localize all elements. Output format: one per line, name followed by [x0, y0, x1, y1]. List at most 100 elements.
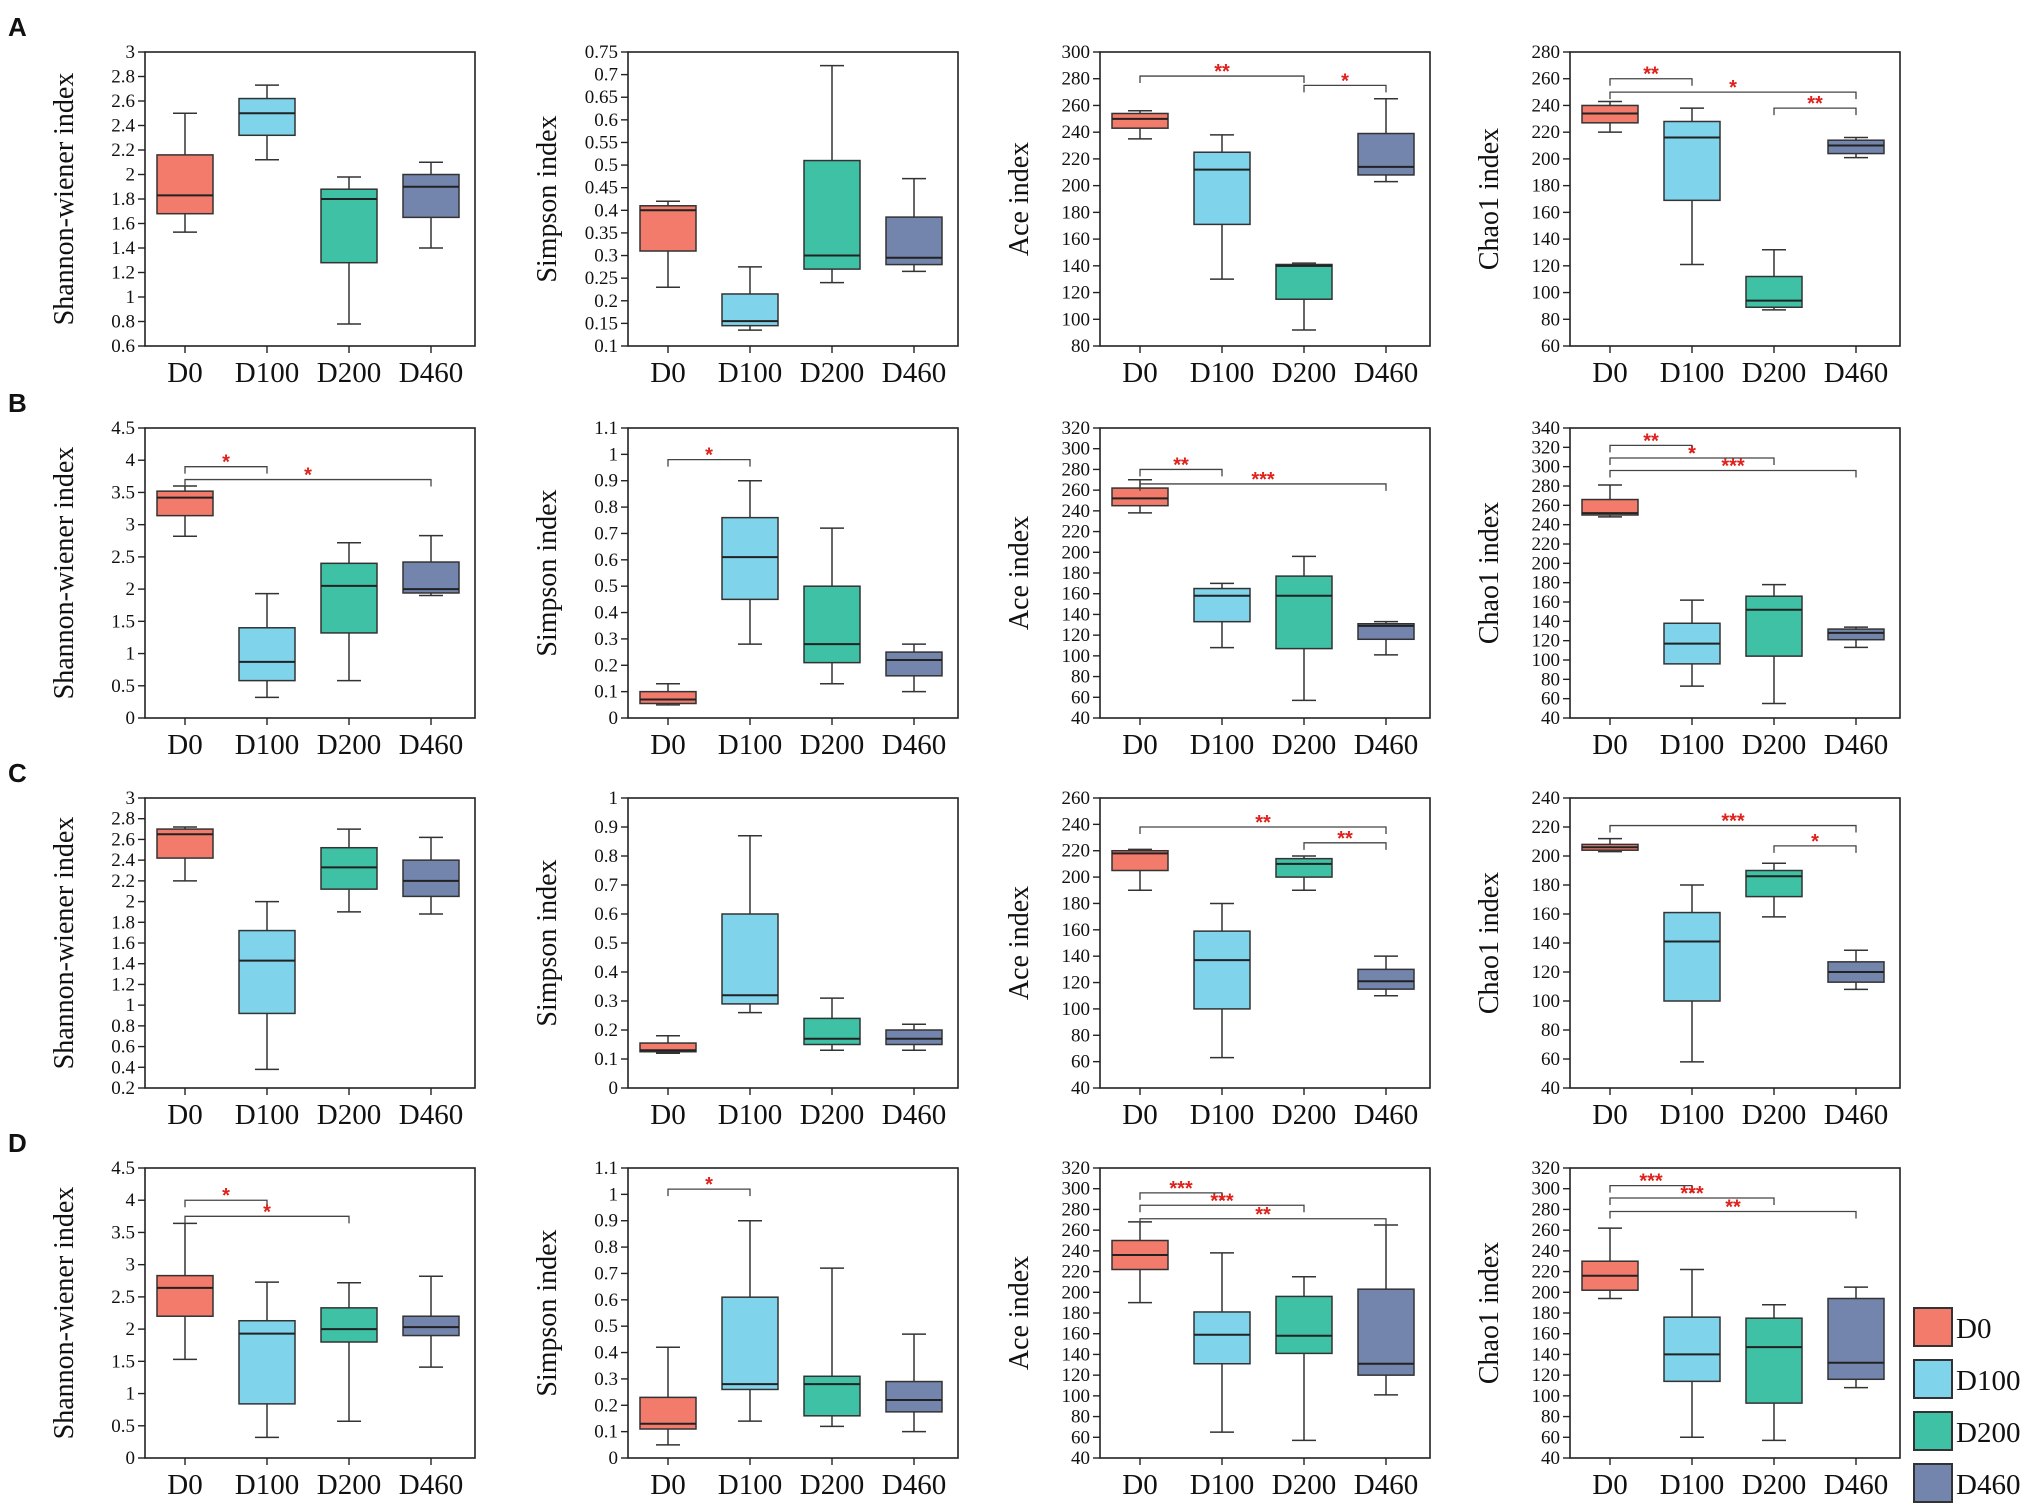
y-tick-label: 140 — [1532, 1344, 1561, 1365]
box-iqr — [1745, 595, 1803, 657]
x-tick-label-d0: D0 — [1122, 1099, 1157, 1131]
box-iqr — [1827, 139, 1885, 155]
legend-swatch-d0 — [1913, 1307, 1953, 1347]
x-tick-label-d0: D0 — [650, 1099, 685, 1131]
y-tick-label: 200 — [1532, 553, 1561, 574]
y-tick-label: 80 — [1541, 309, 1560, 330]
bracket-line — [184, 466, 268, 474]
x-tick-label-d460: D460 — [882, 1099, 946, 1131]
x-tick-label-d460: D460 — [1354, 1099, 1418, 1131]
x-tick-label-d0: D0 — [167, 357, 202, 389]
significance-bracket: ** — [1609, 1197, 1857, 1219]
row-label-b: B — [8, 388, 27, 418]
box-iqr — [803, 159, 861, 270]
y-tick-label: 0.7 — [594, 65, 618, 86]
y-tick-label: 220 — [1062, 841, 1091, 862]
box-iqr — [803, 1017, 861, 1046]
x-tick-label-d200: D200 — [317, 1099, 381, 1131]
y-tick-label: 240 — [1532, 788, 1561, 809]
y-tick-label: 240 — [1532, 95, 1561, 116]
box-d100 — [721, 1219, 779, 1422]
y-tick-label: 0.3 — [594, 629, 618, 650]
significance-bracket: * — [667, 1174, 751, 1197]
legend-label-d200: D200 — [1956, 1417, 2020, 1449]
significance-bracket: ** — [1609, 64, 1693, 86]
y-axis-label: Shannon-wiener index — [49, 1187, 80, 1440]
x-tick-label-d200: D200 — [1272, 357, 1336, 389]
legend-swatch-d100 — [1913, 1359, 1953, 1399]
significance-label: *** — [1251, 469, 1275, 491]
box-d460 — [1357, 620, 1415, 656]
y-tick-label: 2 — [126, 579, 136, 600]
y-tick-label: 0 — [126, 1448, 136, 1469]
box-iqr — [1663, 1316, 1721, 1383]
y-tick-label: 180 — [1062, 563, 1091, 584]
box-d100 — [238, 1281, 296, 1439]
bracket-line — [1139, 1192, 1223, 1200]
significance-bracket: * — [184, 452, 268, 474]
box-d200 — [803, 1267, 861, 1428]
plot-frame — [1569, 51, 1901, 347]
box-d460 — [402, 534, 460, 597]
x-tick-label-d100: D100 — [235, 1099, 299, 1131]
y-tick-label: 0.2 — [594, 655, 618, 676]
significance-label: ** — [1337, 828, 1353, 850]
significance-bracket: * — [667, 445, 751, 467]
x-tick-label-d200: D200 — [1272, 729, 1336, 761]
box-iqr — [238, 627, 296, 682]
y-tick-label: 120 — [1532, 1365, 1561, 1386]
panel-a-2: 0.10.150.20.250.30.350.40.450.50.550.60.… — [532, 42, 959, 389]
bracket-line — [1609, 1184, 1693, 1193]
box-d0 — [156, 485, 214, 538]
y-tick-label: 100 — [1532, 650, 1561, 671]
y-tick-label: 0.3 — [594, 991, 618, 1012]
box-d100 — [1193, 134, 1251, 280]
box-iqr — [156, 490, 214, 517]
y-tick-label: 2.2 — [111, 871, 135, 892]
x-tick-label-d460: D460 — [1354, 357, 1418, 389]
y-tick-label: 300 — [1532, 457, 1561, 478]
x-tick-label-d200: D200 — [1742, 357, 1806, 389]
significance-label: *** — [1721, 811, 1745, 833]
panel-b-1: 0 0.5 1 1.5 2 2.5 3 3.5 4 4.5 D0 D100 D200 D460 Shanno… — [49, 418, 476, 761]
panel-a-4: 60 80 100 120 140 160 180 200 220 240 260 280 D0 D100… — [1474, 42, 1901, 389]
box-d200 — [1745, 249, 1803, 311]
y-tick-label: 0.8 — [111, 1016, 135, 1037]
significance-bracket: * — [1609, 443, 1775, 465]
y-tick-label: 320 — [1532, 1158, 1561, 1179]
x-tick-label-d460: D460 — [1354, 729, 1418, 761]
bracket-line — [1609, 444, 1693, 453]
box-iqr — [320, 846, 378, 890]
y-tick-label: 0.2 — [594, 1395, 618, 1416]
x-tick-label-d460: D460 — [1824, 729, 1888, 761]
y-tick-label: 60 — [1071, 1427, 1090, 1448]
box-d0 — [639, 1035, 697, 1054]
y-axis-label: Simpson index — [532, 859, 563, 1026]
box-d0 — [156, 826, 214, 882]
panel-c-3: 40 60 80 100 120 140 160 180 200 220 240 260 D0 D100 D… — [1004, 788, 1431, 1131]
significance-label: * — [1341, 70, 1349, 92]
box-d460 — [1357, 955, 1415, 997]
box-iqr — [1275, 857, 1333, 878]
y-tick-label: 200 — [1062, 542, 1091, 563]
y-tick-label: 80 — [1071, 1025, 1090, 1046]
x-tick-label-d200: D200 — [1742, 1099, 1806, 1131]
y-tick-label: 200 — [1062, 176, 1091, 197]
significance-bracket: ** — [1303, 828, 1387, 850]
significance-label: ** — [1807, 93, 1823, 115]
y-tick-label: 160 — [1062, 1324, 1091, 1345]
y-tick-label: 1.2 — [111, 974, 135, 995]
x-tick-label-d100: D100 — [1660, 357, 1724, 389]
box-iqr — [1357, 968, 1415, 990]
plot-frame — [1099, 797, 1431, 1089]
significance-bracket: * — [1773, 831, 1857, 853]
box-iqr — [402, 173, 460, 219]
y-tick-label: 2.4 — [111, 116, 135, 137]
y-tick-label: 0.8 — [594, 1237, 618, 1258]
box-d100 — [238, 900, 296, 1071]
x-tick-label-d0: D0 — [1122, 357, 1157, 389]
significance-bracket: *** — [1609, 811, 1857, 833]
box-iqr — [639, 690, 697, 705]
x-tick-label-d460: D460 — [1824, 1469, 1888, 1501]
